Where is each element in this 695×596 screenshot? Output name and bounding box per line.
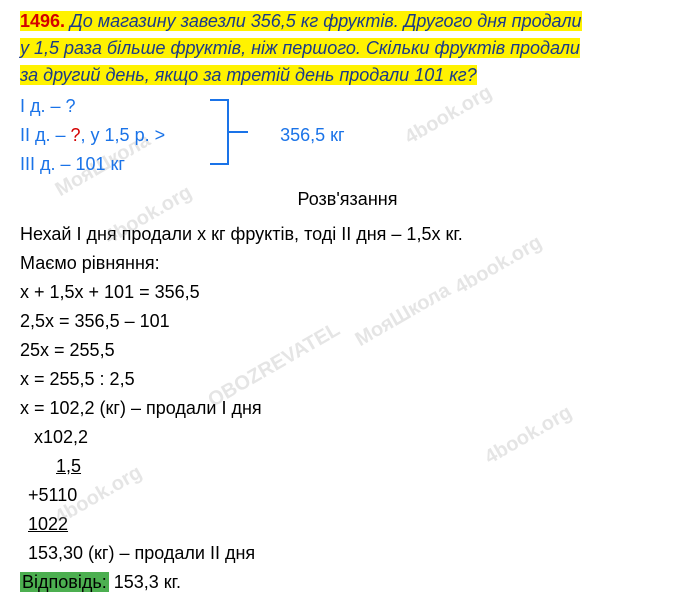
answer-block: Відповідь: 153,3 кг. (20, 569, 675, 596)
solution-line: х + 1,5х + 101 = 356,5 (20, 279, 675, 306)
calculation-block: х102,2 1,5 +5110 1022 153,30 (кг) – прод… (28, 424, 675, 567)
day2-prefix: ІІ д. – (20, 125, 71, 145)
calc-line: 1022 (28, 511, 108, 538)
calc-line: 1,5 (28, 453, 98, 480)
day2-q: ? (71, 125, 81, 145)
solution-line: х = 255,5 : 2,5 (20, 366, 675, 393)
solution-line: 2,5х = 356,5 – 101 (20, 308, 675, 335)
problem-statement: 1496. До магазину завезли 356,5 кг фрукт… (20, 8, 675, 89)
calc-line: 153,30 (кг) – продали II дня (28, 540, 675, 567)
calc-line: +5110 (28, 482, 675, 509)
given-block: І д. – ? ІІ д. – ?, у 1,5 р. > 356,5 кг … (20, 93, 675, 178)
calc-line: х102,2 (28, 424, 675, 451)
solution-body: Нехай I дня продали х кг фруктів, тоді I… (20, 221, 675, 422)
problem-number: 1496. (20, 11, 65, 31)
solution-line: 25х = 255,5 (20, 337, 675, 364)
problem-text-line1: До магазину завезли 356,5 кг фруктів. Др… (65, 11, 581, 31)
given-day3: ІІІ д. – 101 кг (20, 151, 675, 178)
given-day2: ІІ д. – ?, у 1,5 р. > 356,5 кг (20, 122, 675, 149)
answer-value: 153,3 кг. (109, 572, 181, 592)
solution-title: Розв'язання (20, 186, 675, 213)
given-day1: І д. – ? (20, 93, 675, 120)
given-total: 356,5 кг (280, 125, 345, 145)
solution-line: х = 102,2 (кг) – продали I дня (20, 395, 675, 422)
solution-line: Нехай I дня продали х кг фруктів, тоді I… (20, 221, 675, 248)
day2-suffix: , у 1,5 р. > (81, 125, 166, 145)
solution-line: Маємо рівняння: (20, 250, 675, 277)
bracket-icon (208, 92, 268, 172)
question-mark: ? (467, 65, 477, 85)
problem-text-line2: у 1,5 раза більше фруктів, ніж першого. … (20, 38, 580, 58)
answer-label: Відповідь: (20, 572, 109, 592)
problem-text-line3: за другий день, якщо за третій день прод… (20, 65, 467, 85)
